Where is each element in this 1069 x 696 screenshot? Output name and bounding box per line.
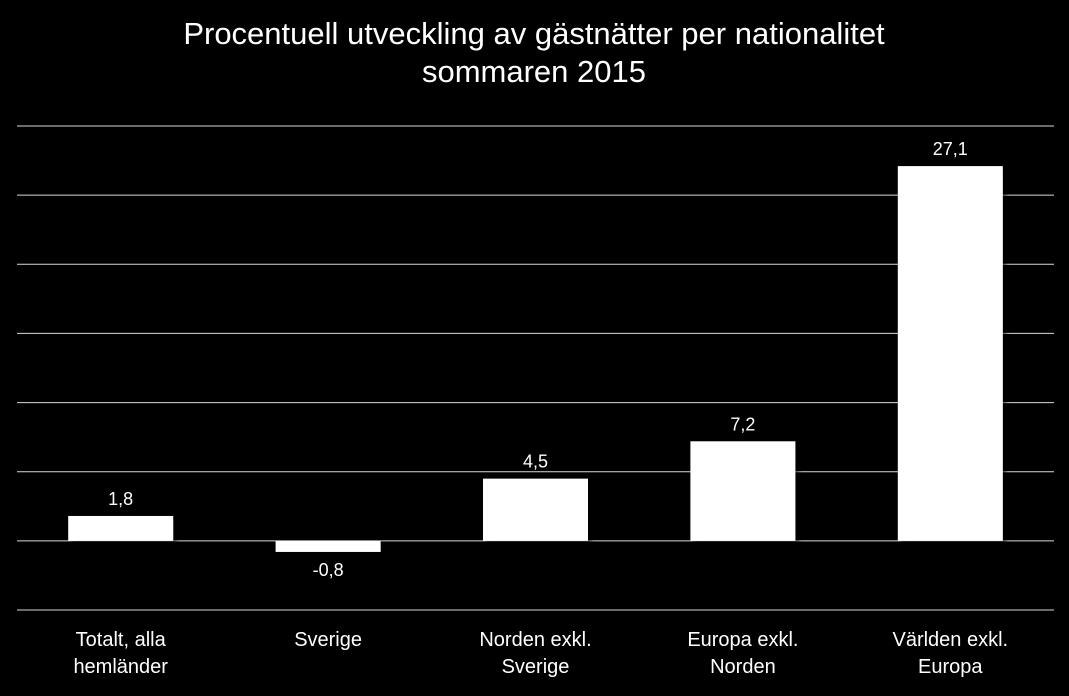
category-label-0-line-0: Totalt, alla — [76, 629, 167, 651]
category-label-3-line-1: Norden — [710, 656, 776, 678]
data-label-2: 4,5 — [523, 452, 548, 472]
category-label-2-line-0: Norden exkl. — [479, 629, 591, 651]
gridlines — [17, 125, 1054, 611]
category-label-3-line-0: Europa exkl. — [687, 629, 798, 651]
bar-3 — [690, 441, 796, 541]
category-label-1-line-0: Sverige — [294, 629, 362, 651]
bar-0 — [68, 515, 174, 541]
data-labels: 1,8 -0,8 4,5 7,2 27,1 — [108, 139, 968, 580]
bars — [68, 166, 1003, 552]
category-label-0-line-1: hemländer — [73, 656, 168, 678]
data-label-0: 1,8 — [108, 489, 133, 509]
data-label-3: 7,2 — [730, 414, 755, 434]
bar-1 — [275, 540, 381, 552]
data-label-1: -0,8 — [313, 560, 344, 580]
data-label-4: 27,1 — [933, 139, 968, 159]
category-label-2-line-1: Sverige — [502, 656, 570, 678]
category-label-4-line-1: Europa — [918, 656, 983, 678]
bar-4 — [897, 166, 1003, 541]
category-label-4-line-0: Världen exkl. — [892, 629, 1008, 651]
chart-subtitle: sommaren 2015 — [422, 54, 646, 89]
chart-title: Procentuell utveckling av gästnätter per… — [183, 16, 885, 51]
bar-2 — [483, 478, 588, 541]
category-labels: Totalt, alla hemländer Sverige Norden exkl.… — [73, 629, 1008, 678]
chart-title-group: Procentuell utveckling av gästnätter per… — [183, 16, 885, 89]
